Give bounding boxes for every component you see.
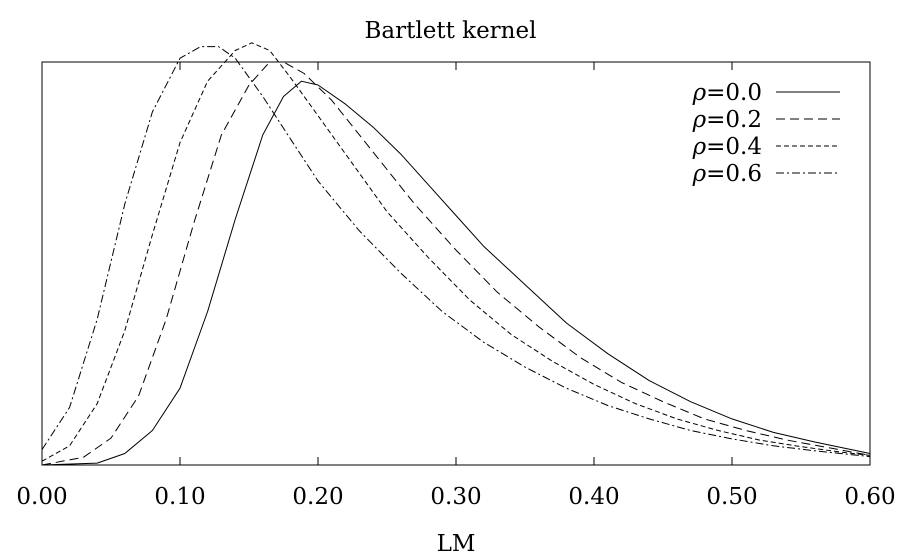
series-line-2 [41,42,871,462]
legend-symbol: ρ [692,161,707,187]
chart-title: Bartlett kernel [365,18,537,44]
x-tick-label: 0.00 [16,484,67,510]
x-axis-label: LM [437,531,476,557]
x-tick-label: 0.60 [844,484,895,510]
legend-label-3: ρ=0.6 [692,161,762,187]
axis-ticks: 0.00 0.10 0.20 0.30 0.40 0.50 0.60 [16,62,896,510]
legend-label-2: ρ=0.4 [692,134,762,160]
legend-value: =0.6 [706,161,762,187]
legend-symbol: ρ [692,107,707,133]
series-layer [41,42,871,466]
x-tick-label: 0.30 [430,484,481,510]
series-line-0 [41,80,871,466]
legend-symbol: ρ [692,80,707,106]
x-tick-label: 0.20 [292,484,343,510]
legend-value: =0.2 [706,107,762,133]
legend-value: =0.4 [706,134,762,160]
x-tick-label: 0.10 [154,484,205,510]
legend-symbol: ρ [692,134,707,160]
x-tick-label: 0.50 [706,484,757,510]
x-tick-label: 0.40 [568,484,619,510]
series-line-1 [41,61,871,466]
legend-value: =0.0 [706,80,762,106]
legend-label-0: ρ=0.0 [692,80,762,106]
legend-label-1: ρ=0.2 [692,107,762,133]
legend: ρ=0.0ρ=0.2ρ=0.4ρ=0.6 [692,80,840,187]
series-line-3 [41,46,871,458]
